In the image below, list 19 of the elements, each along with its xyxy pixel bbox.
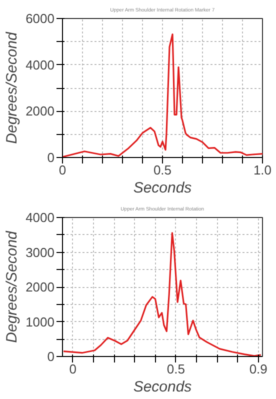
x-axis-title: Seconds [133, 378, 192, 396]
y-tick-label: 1000 [26, 314, 54, 330]
y-tick-label: 0 [47, 150, 55, 165]
y-tick-label: 0 [47, 349, 55, 364]
x-tick-label: 0.5 [153, 162, 172, 178]
y-tick-label: 6000 [26, 11, 54, 26]
y-axis-title: Degrees/Second [4, 230, 21, 343]
y-tick-label: 3000 [26, 244, 54, 260]
y-tick-label: 4000 [26, 57, 54, 72]
x-tick-label: 0.9 [249, 362, 268, 376]
y-tick-label: 2000 [26, 280, 54, 294]
x-tick-label: 1.0 [253, 162, 272, 178]
y-tick-label: 4000 [26, 210, 54, 225]
y-tick-label: 2000 [26, 104, 54, 119]
x-axis-title: Seconds [133, 180, 192, 196]
x-tick-label: 0 [69, 362, 76, 376]
x-tick-label: 0 [58, 162, 66, 178]
x-tick-label: 0.5 [166, 362, 185, 376]
y-axis-title: Degrees/Second [4, 31, 21, 144]
